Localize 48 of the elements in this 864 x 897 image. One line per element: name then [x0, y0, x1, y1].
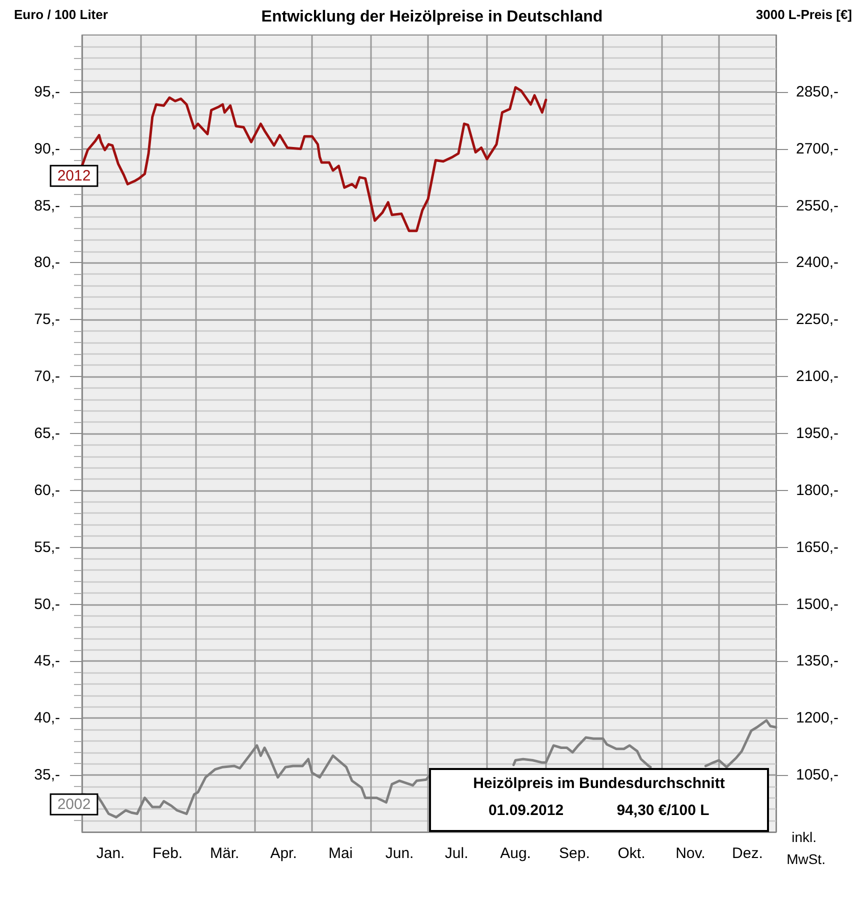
x-tick-label: Jul. — [444, 845, 468, 862]
y2-tick-label: 2700,- — [796, 140, 839, 158]
y2-tick-label: 2400,- — [796, 254, 839, 272]
y-tick-label: 35,- — [34, 766, 60, 784]
x-tick-label: Okt. — [618, 845, 646, 862]
y2-tick-label: 1500,- — [796, 596, 839, 613]
y2-tick-label: 1200,- — [796, 710, 839, 727]
annotation: Heizölpreis im Bundesdurchschnitt — [473, 775, 725, 792]
x-tick-label: Sep. — [559, 845, 590, 862]
y2-tick-label: 1950,- — [796, 425, 839, 442]
y-tick-label: 90,- — [34, 140, 60, 158]
x-tick-label: Mär. — [210, 845, 240, 862]
info-panel: Heizölpreis im Bundesdurchschnitt 01.09.2012 94,30 €/100 L — [429, 768, 769, 832]
annotation: 01.09.2012 — [488, 802, 564, 819]
series-label: 2002 — [57, 796, 91, 813]
y2-tick-label: 2100,- — [796, 368, 839, 386]
x-tick-label: Jan. — [96, 845, 125, 862]
x-tick-label: Mai — [328, 845, 353, 862]
x-tick-label: Dez. — [732, 845, 763, 862]
y2-tick-label: 2250,- — [796, 311, 839, 328]
x-tick-label: Feb. — [152, 845, 183, 862]
y2-tick-label: 1650,- — [796, 538, 839, 556]
y2-tick-label: 1050,- — [796, 766, 839, 784]
x-tick-label: Aug. — [500, 845, 531, 862]
y2-tick-label: 2550,- — [796, 197, 839, 214]
series-label: 2012 — [57, 167, 91, 184]
y-tick-label: 40,- — [34, 710, 60, 727]
x-tick-label: Jun. — [385, 845, 414, 862]
y2-axis-title: 3000 L-Preis [€] — [756, 7, 852, 22]
y-tick-label: 55,- — [34, 538, 60, 556]
y-tick-label: 95,- — [34, 83, 60, 100]
text: inkl. MwSt. — [786, 829, 826, 867]
y2-tick-label: 1350,- — [796, 652, 839, 670]
y2-tick-label: 2850,- — [796, 83, 839, 100]
annotation: 94,30 €/100 L — [616, 802, 710, 819]
y-tick-label: 80,- — [34, 254, 60, 272]
y-tick-label: 75,- — [34, 311, 60, 328]
y-tick-label: 70,- — [34, 368, 60, 386]
y-tick-label: 60,- — [34, 482, 60, 499]
y-tick-label: 50,- — [34, 596, 60, 613]
y-tick-label: 65,- — [34, 425, 60, 442]
x-tick-label: Nov. — [676, 845, 706, 862]
y-tick-label: 45,- — [34, 652, 60, 670]
y-tick-label: 85,- — [34, 197, 60, 214]
y2-tick-label: 1800,- — [796, 482, 839, 499]
chart-title: Entwicklung der Heizölpreise in Deutschland — [261, 8, 603, 26]
x-tick-label: Apr. — [270, 845, 297, 862]
y-axis-title: Euro / 100 Liter — [14, 7, 108, 22]
